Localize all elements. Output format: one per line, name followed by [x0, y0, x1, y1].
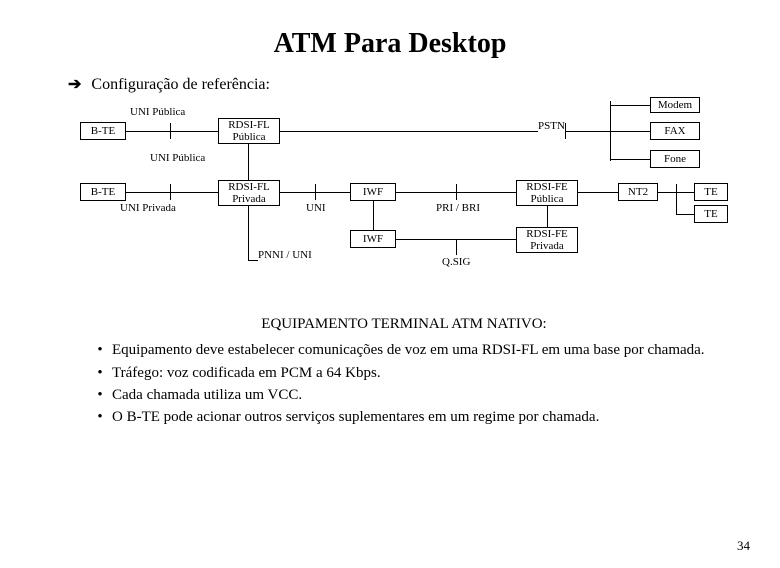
- tick-te2-v: [676, 192, 677, 214]
- line-r2-a: [126, 192, 218, 193]
- line-te2-h: [676, 214, 694, 215]
- tick-r2-a: [170, 184, 171, 200]
- line-fone: [610, 159, 650, 160]
- bullet-text: Cada chamada utiliza um VCC.: [112, 385, 302, 405]
- label-uni-publica-2: UNI Pública: [150, 152, 205, 164]
- subtitle-text: Configuração de referência:: [91, 76, 270, 93]
- bullet-row-3: • O B-TE pode acionar outros serviços su…: [88, 407, 720, 427]
- page-title: ATM Para Desktop: [0, 28, 780, 60]
- body-heading: EQUIPAMENTO TERMINAL ATM NATIVO:: [88, 314, 720, 334]
- tick-r1-c: [565, 123, 566, 139]
- tick-v-priv-down: [248, 206, 249, 260]
- box-nt2: NT2: [618, 183, 658, 201]
- box-fax: FAX: [650, 122, 700, 140]
- label-pri-bri: PRI / BRI: [436, 202, 480, 214]
- page-number: 34: [737, 538, 750, 554]
- box-bte-2: B-TE: [80, 183, 126, 201]
- bullet-dot: •: [88, 407, 112, 427]
- tick-v-pub-priv: [248, 144, 249, 180]
- box-bte-1: B-TE: [80, 122, 126, 140]
- box-rdsi-fl-privada: RDSI-FL Privada: [218, 180, 280, 206]
- bullet-row-1: • Tráfego: voz codificada em PCM a 64 Kb…: [88, 363, 720, 383]
- tick-r1-right: [610, 101, 611, 161]
- body-section: EQUIPAMENTO TERMINAL ATM NATIVO: • Equip…: [88, 314, 720, 427]
- bullet-dot: •: [88, 385, 112, 405]
- reference-diagram: UNI Pública B-TE RDSI-FL Pública PSTN Mo…: [0, 94, 780, 304]
- bullet-row-2: • Cada chamada utiliza um VCC.: [88, 385, 720, 405]
- label-qsig: Q.SIG: [442, 256, 470, 268]
- label-pnni-uni: PNNI / UNI: [258, 249, 312, 261]
- label-uni-privada: UNI Privada: [120, 202, 176, 214]
- bullet-text: Equipamento deve estabelecer comunicaçõe…: [112, 340, 705, 360]
- box-rdsi-fl-publica: RDSI-FL Pública: [218, 118, 280, 144]
- line-r2-d: [578, 192, 618, 193]
- bullet-row-0: • Equipamento deve estabelecer comunicaç…: [88, 340, 720, 360]
- bullet-dot: •: [88, 363, 112, 383]
- tick-iwf-v: [373, 201, 374, 230]
- bullet-text: O B-TE pode acionar outros serviços supl…: [112, 407, 599, 427]
- box-fone: Fone: [650, 150, 700, 168]
- box-iwf-2: IWF: [350, 230, 396, 248]
- subtitle-row: ➔ Configuração de referência:: [68, 74, 780, 94]
- bullet-dot: •: [88, 340, 112, 360]
- bullet-text: Tráfego: voz codificada em PCM a 64 Kbps…: [112, 363, 381, 383]
- line-r1-d: [610, 131, 650, 132]
- line-r1-a: [126, 131, 218, 132]
- tick-r3-qsig: [456, 239, 457, 255]
- tick-r2-uni: [315, 184, 316, 200]
- label-uni: UNI: [306, 202, 326, 214]
- box-iwf-1: IWF: [350, 183, 396, 201]
- label-uni-publica-1: UNI Pública: [130, 106, 185, 118]
- label-pstn: PSTN: [538, 120, 565, 132]
- tick-r1-a: [170, 123, 171, 139]
- box-te-1: TE: [694, 183, 728, 201]
- box-rdsi-fe-privada: RDSI-FE Privada: [516, 227, 578, 253]
- box-rdsi-fe-publica: RDSI-FE Pública: [516, 180, 578, 206]
- tick-fe-v: [547, 206, 548, 227]
- box-modem: Modem: [650, 97, 700, 113]
- line-modem: [610, 105, 650, 106]
- box-te-2: TE: [694, 205, 728, 223]
- arrow-icon: ➔: [68, 74, 81, 94]
- tick-r2-pri: [456, 184, 457, 200]
